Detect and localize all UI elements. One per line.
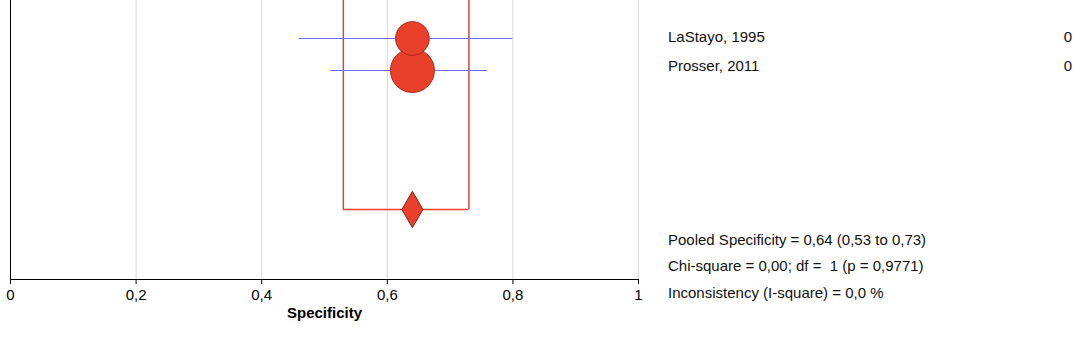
html-text:Prosser, 2011: Prosser, 2011 xyxy=(668,57,760,74)
svg-text:0: 0 xyxy=(6,286,14,303)
svg-text:Specificity: Specificity xyxy=(287,304,363,321)
html-text:0: 0 xyxy=(1063,28,1072,45)
html-text:Pooled Specificity = 0,64 (0,5: Pooled Specificity = 0,64 (0,53 to 0,73) xyxy=(668,231,927,248)
svg-text:0,6: 0,6 xyxy=(377,286,398,303)
svg-text:0,8: 0,8 xyxy=(502,286,523,303)
html-text:LaStayo, 1995: LaStayo, 1995 xyxy=(668,28,765,45)
html-text:Chi-square = 0,00; df = 1 (p =: Chi-square = 0,00; df = 1 (p = 0,9771) xyxy=(668,257,924,274)
svg-text:0,4: 0,4 xyxy=(251,286,272,303)
html-text:0: 0 xyxy=(1063,57,1072,74)
svg-text:0,2: 0,2 xyxy=(126,286,147,303)
html-text:Inconsistency (I-square) = 0,0: Inconsistency (I-square) = 0,0 % xyxy=(668,284,884,301)
svg-text:1: 1 xyxy=(634,286,642,303)
